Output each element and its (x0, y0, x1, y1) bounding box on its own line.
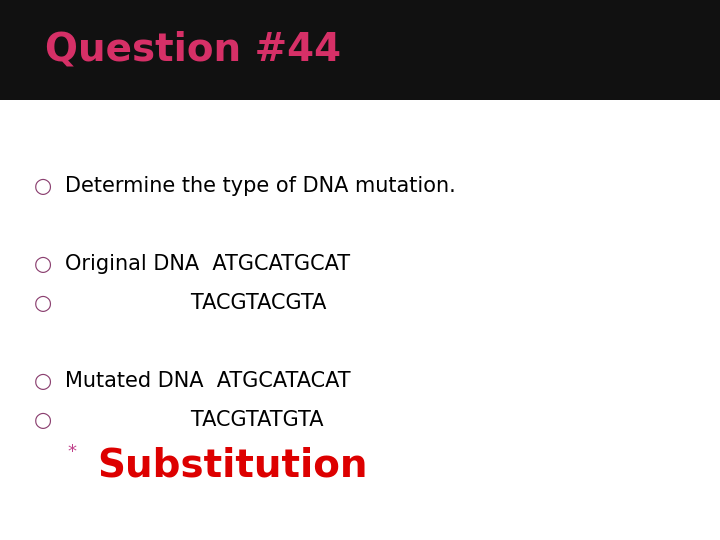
Text: *: * (68, 443, 76, 461)
Text: Substitution: Substitution (97, 447, 368, 484)
Text: Determine the type of DNA mutation.: Determine the type of DNA mutation. (65, 176, 456, 197)
Text: Question #44: Question #44 (45, 31, 341, 69)
Text: Mutated DNA  ATGCATACAT: Mutated DNA ATGCATACAT (65, 370, 351, 391)
Text: ○: ○ (34, 409, 53, 430)
FancyBboxPatch shape (0, 0, 720, 100)
Text: TACGTATGTA: TACGTATGTA (65, 409, 323, 430)
Text: ○: ○ (34, 293, 53, 313)
Text: ○: ○ (34, 254, 53, 274)
Text: Original DNA  ATGCATGCAT: Original DNA ATGCATGCAT (65, 254, 350, 274)
Text: TACGTACGTA: TACGTACGTA (65, 293, 326, 313)
Text: ○: ○ (34, 176, 53, 197)
Text: ○: ○ (34, 370, 53, 391)
